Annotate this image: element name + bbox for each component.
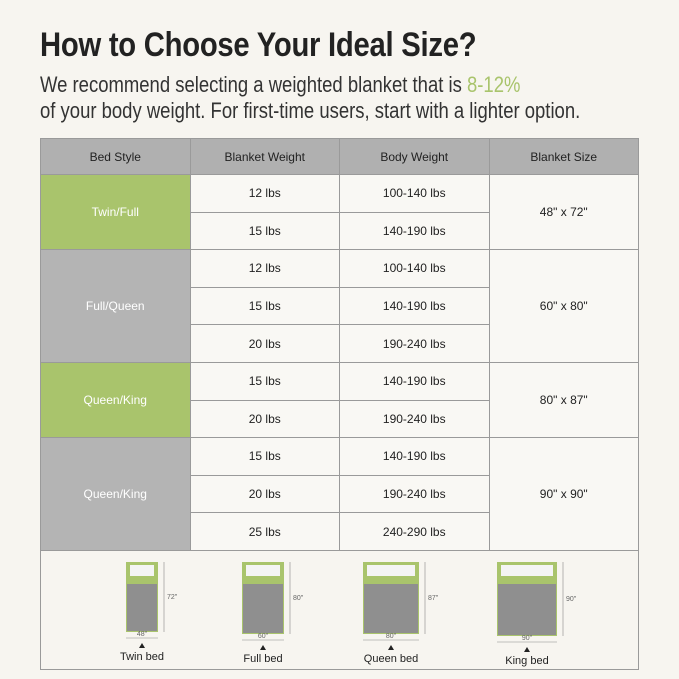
length-label: 90" (566, 596, 577, 603)
length-label: 87" (428, 595, 439, 602)
subtitle-text: of your body weight. For first-time user… (40, 98, 581, 123)
blanket-weight-cell: 12 lbs (189, 174, 340, 213)
marker (524, 647, 530, 652)
header-cell: Bed Style (40, 138, 191, 175)
body-weight-cell: 140-190 lbs (339, 211, 490, 251)
header-cell: Body Weight (339, 138, 490, 175)
bed-label: King bed (505, 655, 548, 667)
length-label: 72" (167, 594, 178, 601)
table-row: 15 lbs 140-190 lbs (41, 211, 639, 251)
blanket-size-cell: 80" x 87" (488, 361, 639, 439)
bed-style-cell: Queen/King (40, 437, 191, 551)
blanket-size-cell: 90" x 90" (488, 437, 639, 551)
blanket-weight-cell: 25 lbs (189, 512, 340, 551)
width-label: 90" (522, 635, 533, 642)
size-table: Bed Style Blanket Weight Body Weight Blanke… (40, 138, 639, 551)
subtitle: We recommend selecting a weighted blanke… (40, 72, 580, 124)
pillow (501, 565, 553, 576)
blanket-weight-cell: 20 lbs (189, 324, 340, 363)
table-row: 20 lbs 190-240 lbs (41, 399, 639, 439)
marker (260, 645, 266, 650)
pillow (246, 565, 280, 576)
blanket (498, 584, 556, 635)
blanket-weight-cell: 15 lbs (189, 286, 340, 326)
subtitle-highlight: 8-12% (466, 72, 521, 97)
blanket (364, 584, 418, 633)
table-row: Queen/King 15 lbs 140-190 lbs 90" x 90" (40, 437, 639, 551)
table-row: 20 lbs 190-240 lbs (41, 324, 639, 363)
header-cell: Blanket Size (488, 138, 639, 175)
blanket-weight-cell: 20 lbs (189, 474, 340, 514)
table-row: 25 lbs 240-290 lbs (41, 512, 639, 551)
body-weight-cell: 100-140 lbs (339, 249, 490, 288)
table-row: Queen/King 15 lbs 140-190 lbs 80" x 87" (40, 361, 639, 439)
title: How to Choose Your Ideal Size? (40, 26, 477, 64)
marker (388, 645, 394, 650)
length-label: 80" (293, 595, 304, 602)
table-row: 20 lbs 190-240 lbs (41, 474, 639, 514)
width-label: 48" (137, 631, 148, 638)
subtitle-text: We recommend selecting a weighted blanke… (40, 72, 462, 97)
body-weight-cell: 140-190 lbs (339, 437, 490, 476)
bed-label: Full bed (243, 653, 282, 665)
header-cell: Blanket Weight (189, 138, 340, 175)
body-weight-cell: 240-290 lbs (339, 512, 490, 551)
blanket-size-cell: 60" x 80" (488, 249, 639, 363)
blanket-weight-cell: 15 lbs (189, 211, 340, 251)
width-label: 80" (386, 633, 397, 640)
blanket-weight-cell: 12 lbs (189, 249, 340, 288)
body-weight-cell: 100-140 lbs (339, 174, 490, 213)
bed-illustrations: 48" 72" Twin bed 60" 80" Full bed 80" 87" Queen … (40, 550, 639, 670)
blanket-weight-cell: 15 lbs (189, 361, 340, 401)
body-weight-cell: 190-240 lbs (339, 324, 490, 363)
blanket-weight-cell: 15 lbs (189, 437, 340, 476)
body-weight-cell: 140-190 lbs (339, 286, 490, 326)
table-row: Full/Queen 12 lbs 100-140 lbs 60" x 80" (40, 249, 639, 363)
pillow (130, 565, 154, 576)
blanket-size-cell: 48" x 72" (488, 173, 639, 251)
bed-label: Twin bed (120, 651, 164, 663)
body-weight-cell: 190-240 lbs (339, 474, 490, 514)
blanket (243, 584, 283, 633)
body-weight-cell: 140-190 lbs (339, 361, 490, 401)
pillow (367, 565, 415, 576)
bed-label: Queen bed (364, 653, 418, 665)
bed-style-cell: Queen/King (40, 361, 191, 439)
table-row: 15 lbs 140-190 lbs (41, 286, 639, 326)
blanket (127, 584, 157, 631)
blanket-weight-cell: 20 lbs (189, 399, 340, 439)
bed-style-cell: Full/Queen (40, 249, 191, 363)
width-label: 60" (258, 633, 269, 640)
marker (139, 643, 145, 648)
body-weight-cell: 190-240 lbs (339, 399, 490, 439)
bed-style-cell: Twin/Full (40, 173, 191, 251)
table-row: Twin/Full 12 lbs 100-140 lbs 48" x 72" (40, 173, 639, 251)
header-row: Bed Style Blanket Weight Body Weight Blanke… (40, 138, 639, 175)
